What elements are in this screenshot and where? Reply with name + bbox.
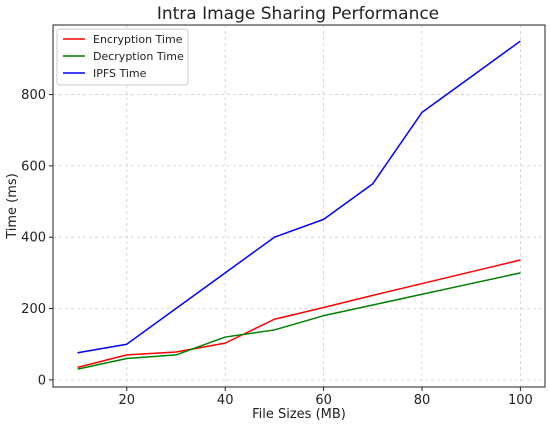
y-tick-label: 200 <box>21 302 46 317</box>
legend-box <box>56 28 189 86</box>
x-tick-label: 100 <box>508 393 533 408</box>
x-axis-label: File Sizes (MB) <box>252 407 346 422</box>
legend-label-decryption: Decryption Time <box>93 50 184 63</box>
x-tick-label: 60 <box>315 393 332 408</box>
legend-label-encryption: Encryption Time <box>93 33 183 46</box>
y-tick-label: 400 <box>21 231 46 246</box>
legend-label-ipfs: IPFS Time <box>93 67 147 80</box>
x-tick-label: 20 <box>119 393 136 408</box>
y-tick-label: 0 <box>38 373 46 388</box>
x-tick-label: 40 <box>217 393 234 408</box>
x-tick-label: 80 <box>414 393 431 408</box>
legend: Encryption Time Decryption Time IPFS Tim… <box>56 28 189 86</box>
decryption-time-line <box>77 272 521 370</box>
y-axis-label: Time (ms) <box>5 173 20 240</box>
chart-title: Intra Image Sharing Performance <box>157 4 439 24</box>
y-tick-label: 600 <box>21 159 46 174</box>
ipfs-time-line <box>77 40 521 354</box>
series-lines <box>77 40 521 370</box>
y-tick-label: 800 <box>21 88 46 103</box>
grid-lines <box>53 25 545 387</box>
axis-ticks: 20 40 60 80 100 0 200 400 600 800 <box>21 88 533 408</box>
plot-area-frame <box>52 24 546 388</box>
encryption-time-line <box>77 259 521 369</box>
